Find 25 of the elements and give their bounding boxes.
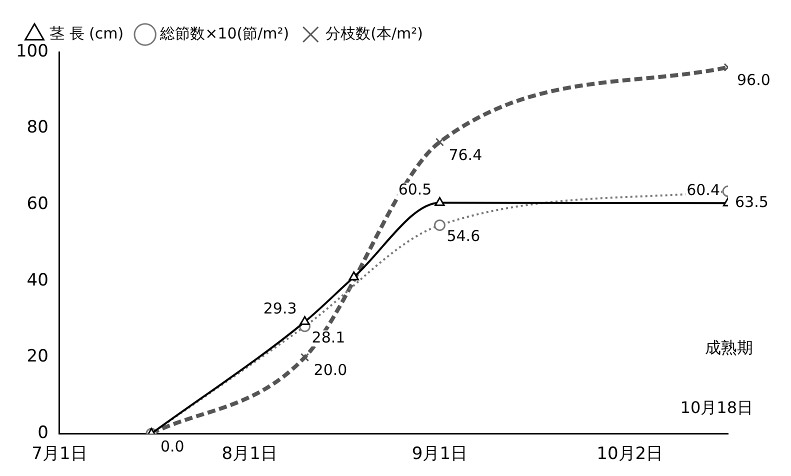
data-label: 60.4 [686, 181, 720, 200]
y-tick-label: 80 [26, 118, 48, 138]
data-label: 28.1 [312, 328, 346, 346]
x-tick-label: 8月1日 [222, 444, 278, 464]
x-tick-label: 10月2日 [596, 444, 664, 464]
x-tick-label: 9月1日 [412, 444, 468, 464]
legend-label: 分枝数(本/m²) [326, 24, 424, 42]
data-label: 76.4 [448, 146, 482, 164]
y-tick-label: 0 [38, 423, 48, 444]
legend-label: 茎 長 (cm) [50, 24, 124, 42]
y-tick-label: 100 [16, 41, 48, 62]
annotation: 成熟期 [705, 338, 753, 357]
data-label: 96.0 [737, 71, 770, 90]
annotation: 10月18日 [680, 398, 753, 417]
data-label: 20.0 [314, 361, 348, 380]
data-label: 29.3 [263, 300, 297, 318]
data-label: 54.6 [446, 227, 480, 246]
legend-label: 総節数×10(節/m²) [159, 24, 290, 42]
data-label: 60.5 [398, 180, 432, 199]
y-tick-label: 40 [26, 270, 48, 290]
data-label: 0.0 [160, 437, 184, 456]
x-tick-label: 7月1日 [32, 444, 88, 464]
y-tick-label: 20 [26, 346, 48, 367]
data-label: 63.5 [735, 193, 768, 212]
y-tick-label: 60 [26, 194, 48, 214]
